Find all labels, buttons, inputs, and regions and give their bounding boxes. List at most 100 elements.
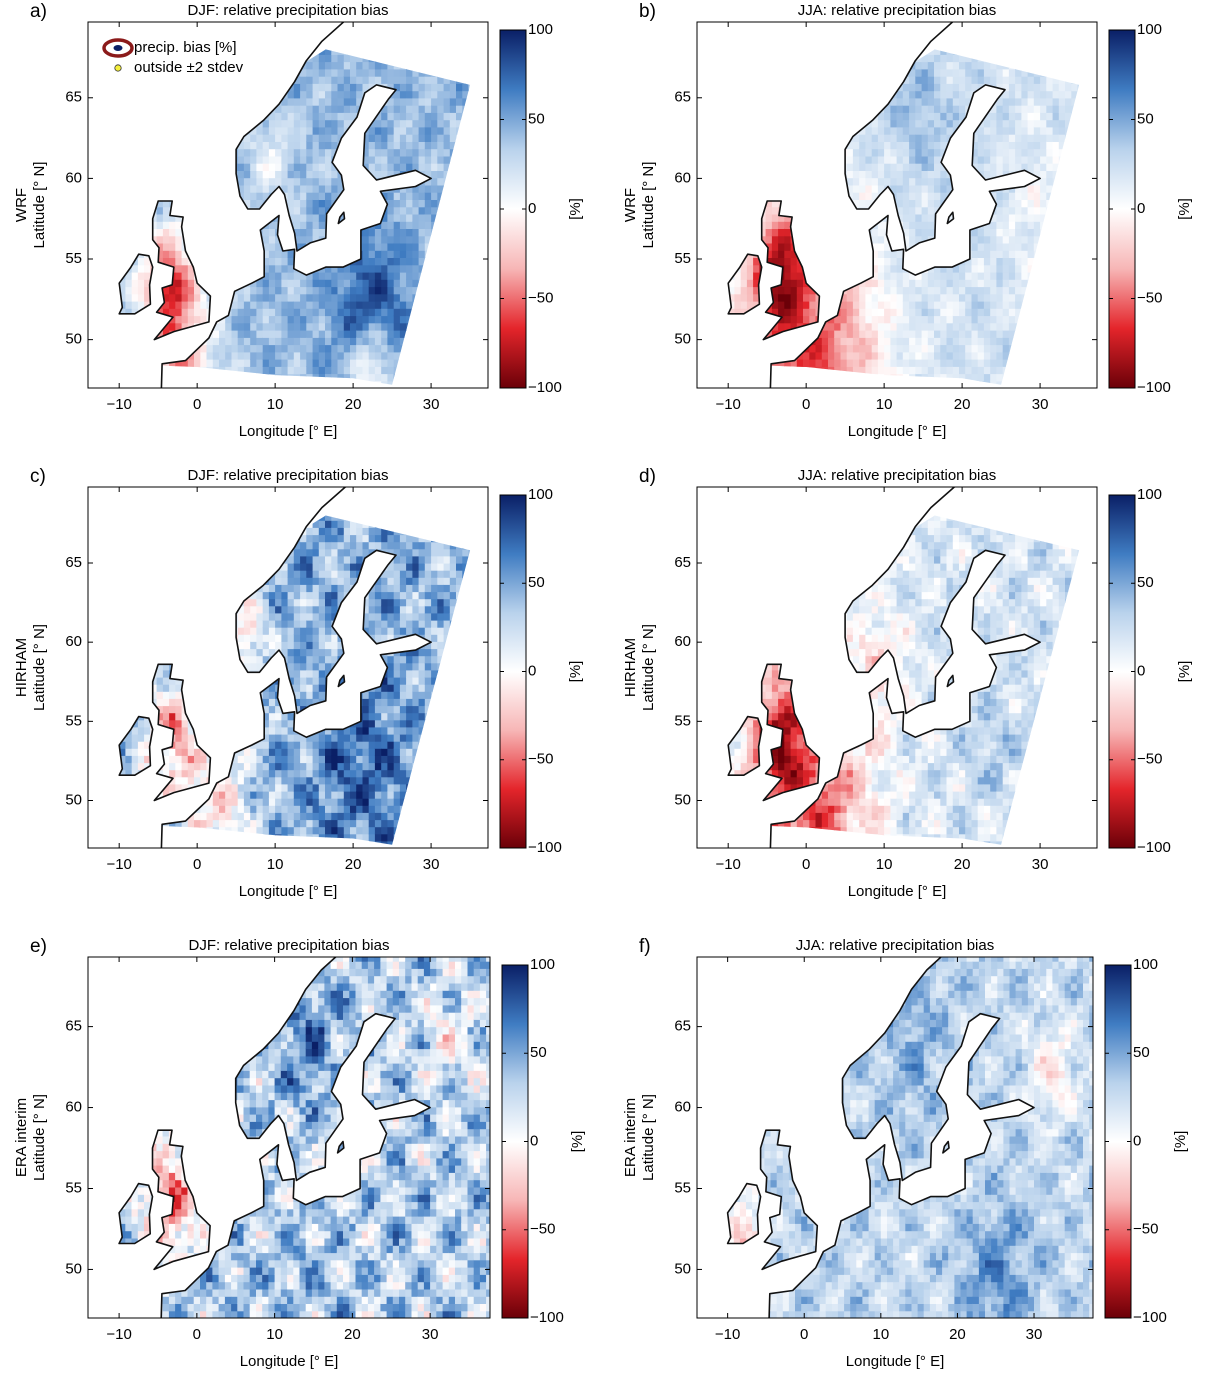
- bias-cell: [431, 149, 438, 157]
- bias-cell: [250, 301, 257, 309]
- bias-cell: [859, 62, 866, 70]
- bias-cell: [387, 69, 394, 77]
- bias-cell: [822, 308, 829, 316]
- colorbar-tick-label: 50: [528, 110, 545, 127]
- bias-cell: [710, 83, 717, 91]
- bias-cell: [878, 178, 885, 186]
- bias-cell: [444, 286, 451, 294]
- bias-cell: [138, 345, 145, 353]
- bias-cell: [759, 120, 766, 128]
- bias-cell: [859, 330, 866, 338]
- bias-cell: [344, 192, 351, 200]
- bias-cell: [822, 381, 829, 389]
- bias-cell: [865, 214, 872, 222]
- bias-cell: [878, 170, 885, 178]
- bias-cell: [319, 359, 326, 367]
- bias-cell: [722, 127, 729, 135]
- bias-cell: [878, 141, 885, 149]
- bias-cell: [772, 112, 779, 120]
- bias-cell: [350, 294, 357, 302]
- bias-cell: [344, 294, 351, 302]
- bias-cell: [325, 243, 332, 251]
- bias-cell: [256, 40, 263, 48]
- bias-cell: [772, 134, 779, 142]
- bias-cell: [344, 308, 351, 316]
- bias-cell: [878, 315, 885, 323]
- bias-cell: [394, 54, 401, 62]
- bias-cell: [107, 366, 114, 374]
- bias-cell: [200, 163, 207, 171]
- bias-cell: [175, 98, 182, 106]
- bias-cell: [144, 228, 151, 236]
- bias-cell: [878, 83, 885, 91]
- bias-cell: [791, 54, 798, 62]
- bias-cell: [381, 62, 388, 70]
- bias-cell: [263, 98, 270, 106]
- bias-cell: [425, 272, 432, 280]
- bias-cell: [356, 374, 363, 382]
- bias-cell: [182, 141, 189, 149]
- bias-cell: [425, 199, 432, 207]
- bias-cell: [125, 112, 132, 120]
- bias-cell: [462, 170, 469, 178]
- bias-cell: [834, 105, 841, 113]
- bias-cell: [778, 185, 785, 193]
- bias-cell: [784, 112, 791, 120]
- bias-cell: [244, 374, 251, 382]
- bias-cell: [163, 250, 170, 258]
- bias-cell: [828, 120, 835, 128]
- x-tick-label: 30: [423, 396, 440, 413]
- bias-cell: [722, 221, 729, 229]
- bias-cell: [747, 243, 754, 251]
- bias-cell: [847, 301, 854, 309]
- bias-cell: [797, 337, 804, 345]
- bias-cell: [400, 308, 407, 316]
- bias-cell: [797, 127, 804, 135]
- bias-cell: [412, 54, 419, 62]
- bias-cell: [182, 207, 189, 215]
- bias-cell: [213, 236, 220, 244]
- bias-cell: [412, 228, 419, 236]
- bias-cell: [325, 149, 332, 157]
- bias-cell: [766, 185, 773, 193]
- bias-cell: [481, 25, 488, 33]
- bias-cell: [125, 294, 132, 302]
- bias-cell: [238, 127, 245, 135]
- bias-cell: [890, 141, 897, 149]
- bias-cell: [834, 149, 841, 157]
- bias-cell: [306, 185, 313, 193]
- bias-cell: [822, 207, 829, 215]
- bias-cell: [369, 236, 376, 244]
- bias-cell: [150, 192, 157, 200]
- bias-cell: [753, 170, 760, 178]
- bias-cell: [841, 62, 848, 70]
- bias-cell: [119, 323, 126, 331]
- bias-cell: [188, 308, 195, 316]
- panel-title: DJF: relative precipitation bias: [188, 2, 389, 19]
- bias-cell: [375, 33, 382, 41]
- bias-cell: [119, 91, 126, 99]
- bias-cell: [157, 127, 164, 135]
- bias-cell: [797, 228, 804, 236]
- bias-cell: [759, 112, 766, 120]
- bias-cell: [759, 47, 766, 55]
- bias-cell: [716, 381, 723, 389]
- bias-cell: [766, 156, 773, 164]
- bias-cell: [238, 330, 245, 338]
- bias-cell: [182, 381, 189, 389]
- bias-cell: [847, 54, 854, 62]
- bias-cell: [238, 91, 245, 99]
- bias-cell: [182, 178, 189, 186]
- bias-cell: [375, 207, 382, 215]
- bias-cell: [469, 352, 476, 360]
- bias-cell: [331, 207, 338, 215]
- bias-cell: [406, 301, 413, 309]
- bias-cell: [338, 76, 345, 84]
- bias-cell: [319, 330, 326, 338]
- bias-cell: [828, 76, 835, 84]
- bias-cell: [375, 366, 382, 374]
- bias-cell: [244, 192, 251, 200]
- bias-cell: [841, 374, 848, 382]
- bias-cell: [425, 163, 432, 171]
- bias-cell: [759, 91, 766, 99]
